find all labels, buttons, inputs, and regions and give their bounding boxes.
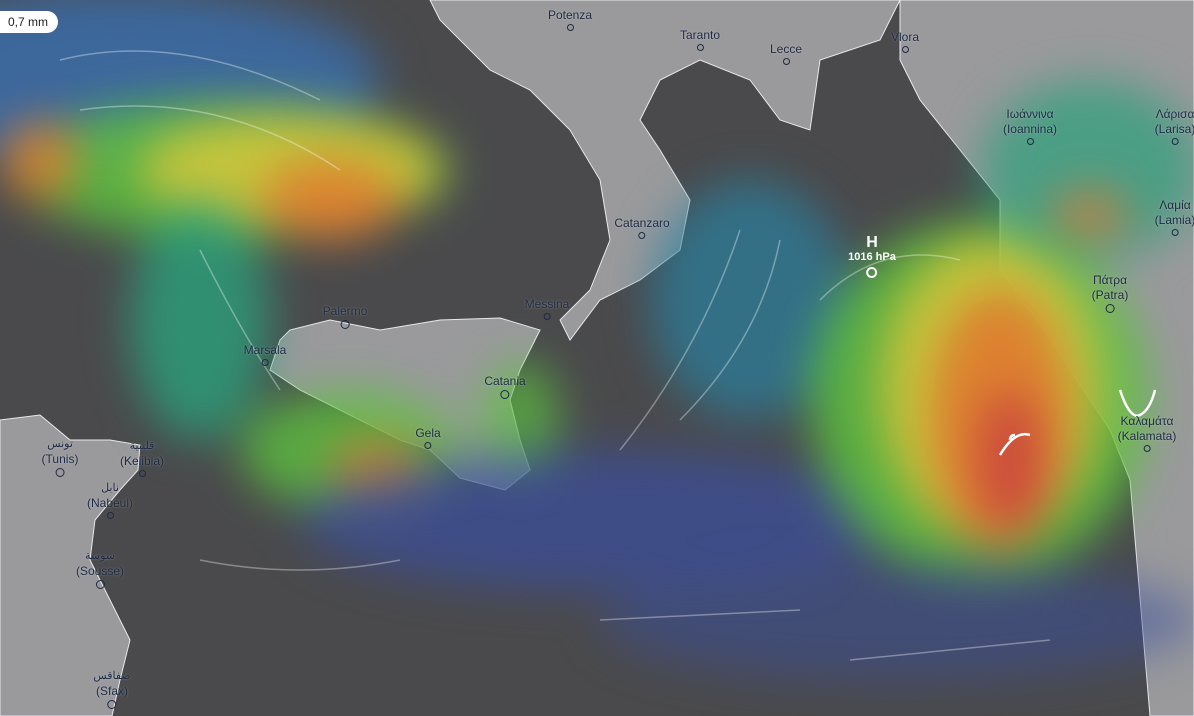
city-messina[interactable]: Messina [524, 297, 570, 320]
city-nabeul[interactable]: نابل (Nabeul) [87, 480, 133, 519]
city-taranto[interactable]: Taranto [680, 28, 720, 51]
city-alt-name: (Sousse) [75, 564, 125, 578]
city-dot-icon [696, 44, 704, 51]
city-dot-icon [107, 700, 117, 709]
city-potenza[interactable]: Potenza [548, 8, 592, 31]
city-dot-icon [500, 390, 510, 399]
city-name: Marsala [243, 343, 287, 357]
city-vlora[interactable]: Vlora [891, 30, 919, 53]
city-alt-name: (Kalamata) [1117, 429, 1177, 443]
city-dot-icon [1171, 229, 1179, 236]
city-name: Palermo [322, 304, 368, 318]
city-name: Vlora [890, 30, 920, 44]
city-sfax[interactable]: صفاقس (Sfax) [93, 668, 131, 709]
city-alt-name: (Larisa) [1154, 122, 1194, 136]
overlay-value-badge[interactable]: 0,7 mm [0, 11, 59, 33]
city-alt-name: (Kelibia) [119, 454, 165, 468]
city-name: Ιωάννινα [1006, 107, 1054, 121]
city-patra[interactable]: Πάτρα (Patra) [1091, 273, 1129, 313]
city-name: سوسة [84, 550, 115, 562]
city-larisa[interactable]: Λάρισα (Larisa) [1155, 107, 1194, 145]
city-dot-icon [261, 359, 269, 366]
city-dot-icon [782, 58, 790, 65]
pressure-value: 1016 hPa [848, 251, 896, 263]
city-marsala[interactable]: Marsala [243, 343, 287, 366]
city-catanzaro[interactable]: Catanzaro [614, 216, 670, 239]
city-alt-name: (Tunis) [41, 452, 79, 466]
pressure-type: H [866, 234, 878, 251]
city-name: Πάτρα [1092, 273, 1128, 287]
city-dot-icon [138, 470, 146, 477]
city-name: تونس [47, 438, 73, 450]
city-alt-name: (Patra) [1091, 288, 1129, 302]
city-dot-icon [340, 320, 350, 329]
city-dot-icon [1026, 138, 1034, 145]
city-dot-icon [543, 313, 551, 320]
city-gela[interactable]: Gela [415, 426, 441, 449]
pressure-high-marker[interactable]: H 1016 hPa [848, 234, 896, 278]
city-name: Lecce [769, 42, 803, 56]
city-lamia[interactable]: Λαμία (Lamia) [1155, 198, 1194, 236]
city-ioannina[interactable]: Ιωάννινα (Ioannina) [1003, 107, 1057, 145]
city-name: Taranto [679, 28, 721, 42]
city-lecce[interactable]: Lecce [770, 42, 802, 65]
city-name: Potenza [547, 8, 593, 22]
pressure-center-icon [866, 267, 878, 278]
city-name: Catanzaro [614, 216, 670, 230]
city-palermo[interactable]: Palermo [322, 304, 368, 329]
city-dot-icon [55, 468, 65, 477]
city-name: نابل [101, 482, 119, 494]
city-sousse[interactable]: سوسة (Sousse) [76, 548, 124, 589]
city-alt-name: (Sfax) [95, 684, 129, 698]
front-marker [998, 389, 1157, 456]
city-alt-name: (Lamia) [1154, 213, 1194, 227]
city-name: قليبية [129, 440, 155, 452]
city-name: Λαμία [1159, 198, 1191, 212]
city-name: صفاقس [93, 670, 131, 682]
city-dot-icon [1105, 304, 1115, 313]
city-kalamata[interactable]: Καλαμάτα (Kalamata) [1117, 414, 1177, 452]
city-alt-name: (Nabeul) [86, 496, 134, 510]
city-dot-icon [638, 232, 646, 239]
precipitation-overlay [0, 0, 1194, 680]
city-dot-icon [1171, 138, 1179, 145]
city-dot-icon [901, 46, 909, 53]
city-name: Messina [524, 297, 570, 311]
city-dot-icon [1143, 445, 1151, 452]
city-dot-icon [95, 580, 105, 589]
city-dot-icon [106, 512, 114, 519]
city-tunis[interactable]: تونس (Tunis) [41, 436, 79, 477]
city-dot-icon [566, 24, 574, 31]
city-name: Λάρισα [1155, 107, 1194, 121]
city-name: Gela [415, 426, 441, 440]
city-name: Καλαμάτα [1120, 414, 1174, 428]
city-alt-name: (Ioannina) [1002, 122, 1058, 136]
wind-streamlines [59, 50, 1051, 661]
city-catania[interactable]: Catania [484, 374, 526, 399]
city-kelibia[interactable]: قليبية (Kelibia) [120, 438, 164, 477]
city-dot-icon [424, 442, 432, 449]
city-name: Catania [484, 374, 526, 388]
